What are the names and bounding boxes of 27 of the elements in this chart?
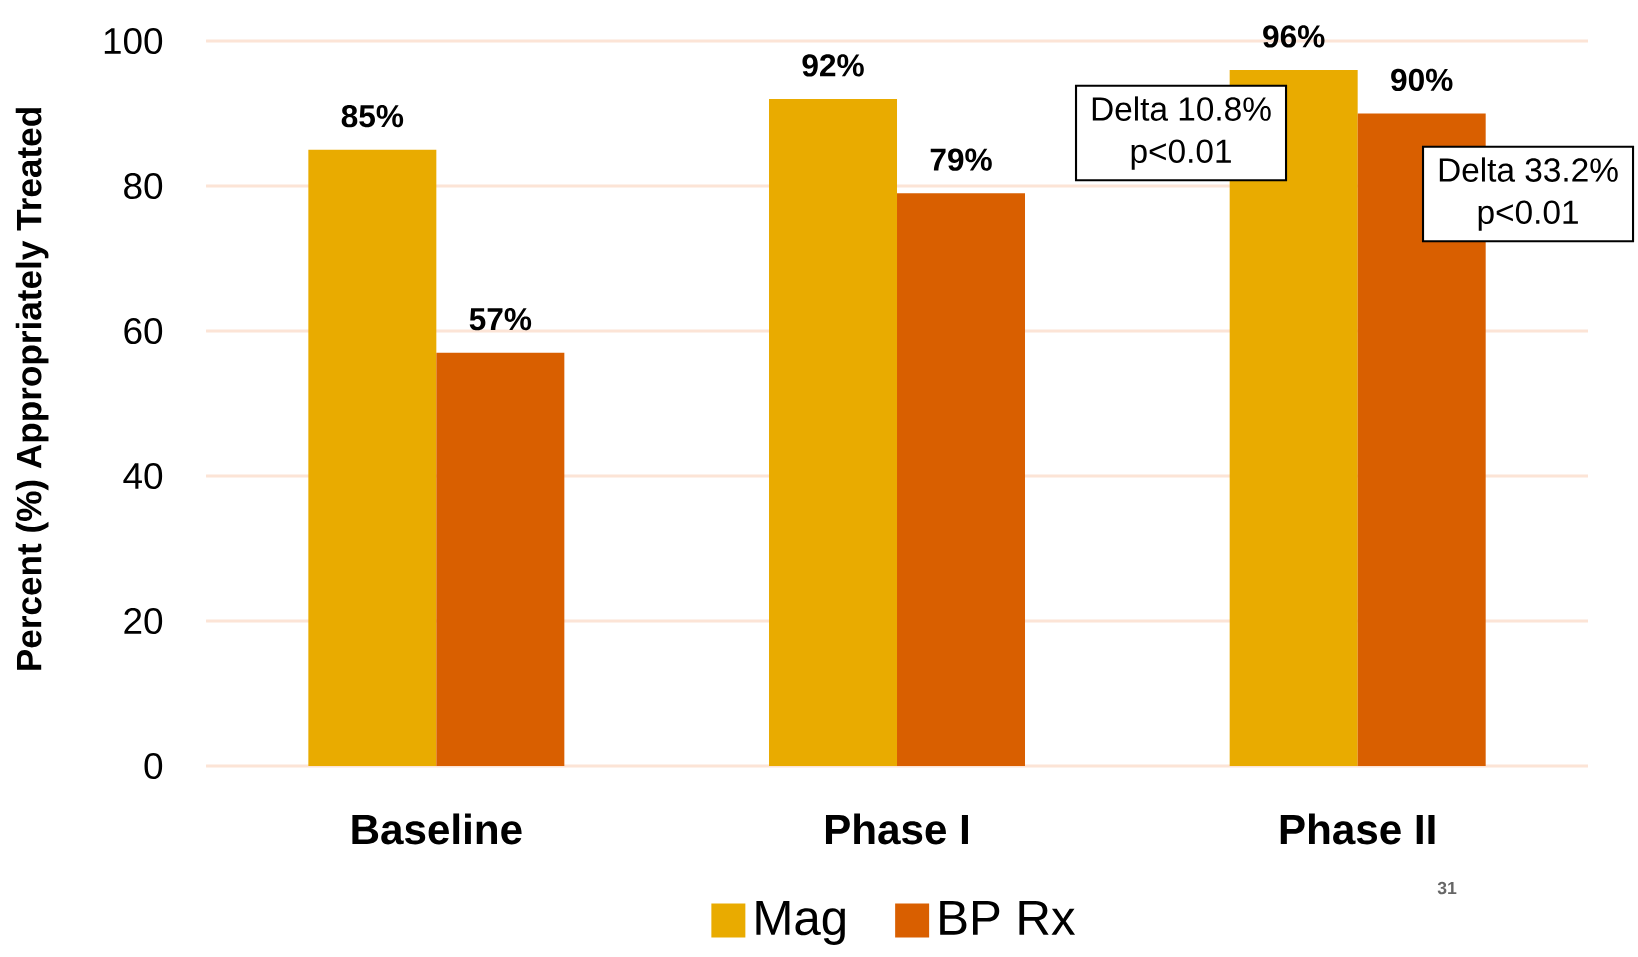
data-label: 79% (930, 148, 992, 171)
bar (897, 193, 1026, 767)
x-tick-label: Phase II (1280, 813, 1435, 845)
y-axis-title: Percent (%) Appropriately Treated (15, 108, 49, 670)
data-label: 96% (1263, 25, 1325, 48)
bar (436, 352, 565, 767)
bar (308, 149, 437, 767)
annotation: Delta 33.2% (1439, 157, 1618, 182)
bar (769, 99, 898, 767)
data-label: 85% (341, 104, 404, 128)
data-label: 57% (469, 308, 532, 331)
annotation: p<0.01 (1131, 139, 1231, 170)
data-label: 90% (1391, 68, 1453, 92)
legend-label: Mag (756, 900, 845, 945)
data-label: 92% (802, 54, 864, 77)
legend-label: BP Rx (940, 900, 1076, 935)
y-tick-label: 80 (124, 172, 163, 200)
y-tick-label: 100 (104, 27, 163, 55)
x-tick-label: Phase I (825, 813, 968, 845)
y-tick-label: 20 (124, 607, 163, 635)
annotation: Delta 10.8% (1092, 96, 1271, 121)
text: 31 (1437, 881, 1457, 895)
x-tick-label: Baseline (352, 813, 522, 845)
y-tick-label: 40 (123, 462, 163, 490)
y-tick-label: 60 (124, 317, 163, 345)
annotation: p<0.01 (1478, 200, 1578, 231)
y-tick-label: 0 (144, 752, 163, 780)
